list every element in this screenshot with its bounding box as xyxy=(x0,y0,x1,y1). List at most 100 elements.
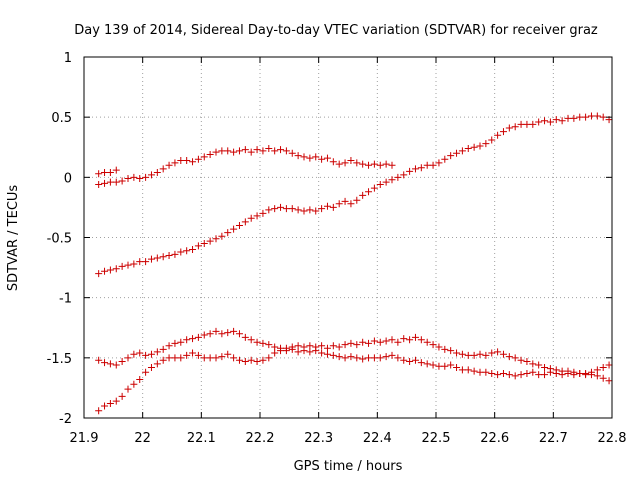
data-point xyxy=(241,333,249,341)
data-point xyxy=(253,146,261,154)
data-point xyxy=(206,330,214,338)
data-point xyxy=(411,333,419,341)
data-point xyxy=(323,154,331,162)
data-point xyxy=(599,113,607,121)
data-point xyxy=(130,350,138,358)
data-point xyxy=(212,235,220,243)
data-point xyxy=(306,154,314,162)
data-point xyxy=(323,202,331,210)
x-tick-label: 22.7 xyxy=(539,431,568,446)
data-point xyxy=(517,371,525,379)
data-point xyxy=(441,155,449,163)
data-point xyxy=(347,353,355,361)
data-point xyxy=(95,270,103,278)
data-point xyxy=(300,153,308,161)
data-point xyxy=(235,356,243,364)
data-point xyxy=(335,200,343,208)
data-point xyxy=(142,368,150,376)
x-axis-label: GPS time / hours xyxy=(294,459,403,474)
y-tick-labels: -2 -1.5 -1 -0.5 0 0.5 1 xyxy=(47,51,72,427)
y-tick-label: -2 xyxy=(59,412,72,427)
data-point xyxy=(517,356,525,364)
data-point xyxy=(464,144,472,152)
data-point xyxy=(464,351,472,359)
data-point xyxy=(212,354,220,362)
data-point xyxy=(183,351,191,359)
data-point xyxy=(400,335,408,343)
data-point xyxy=(453,149,461,157)
data-point xyxy=(200,331,208,339)
data-point xyxy=(535,118,543,126)
data-point xyxy=(142,173,150,181)
y-tick-label: -1 xyxy=(59,292,72,307)
data-point xyxy=(406,336,414,344)
data-point xyxy=(294,348,302,356)
data-point xyxy=(447,152,455,160)
data-point xyxy=(458,366,466,374)
data-point xyxy=(177,156,185,164)
data-point xyxy=(370,354,378,362)
data-point xyxy=(235,147,243,155)
data-point xyxy=(353,196,361,204)
data-point xyxy=(417,164,425,172)
data-point xyxy=(318,155,326,163)
data-point xyxy=(265,354,273,362)
data-point xyxy=(505,353,513,361)
data-point xyxy=(546,118,554,126)
data-point xyxy=(259,147,267,155)
data-point xyxy=(499,350,507,358)
data-point xyxy=(435,343,443,351)
data-point xyxy=(552,116,560,124)
data-point xyxy=(335,343,343,351)
data-point xyxy=(159,345,167,353)
data-point xyxy=(564,367,572,375)
data-point xyxy=(224,329,232,337)
data-point xyxy=(118,262,126,270)
x-tick-label: 22.3 xyxy=(304,431,333,446)
data-point xyxy=(329,203,337,211)
chart-title: Day 139 of 2014, Sidereal Day-to-day VTE… xyxy=(74,23,598,38)
data-point xyxy=(382,178,390,186)
data-point xyxy=(411,165,419,173)
data-point xyxy=(411,356,419,364)
data-point xyxy=(235,330,243,338)
data-point xyxy=(546,365,554,373)
data-point xyxy=(458,147,466,155)
data-point xyxy=(365,161,373,169)
data-point xyxy=(593,366,601,374)
data-point xyxy=(241,218,249,226)
data-point xyxy=(165,342,173,350)
data-point xyxy=(341,341,349,349)
data-point xyxy=(394,338,402,346)
data-point xyxy=(106,169,114,177)
data-point xyxy=(458,350,466,358)
data-point xyxy=(124,261,132,269)
data-point xyxy=(124,385,132,393)
data-point xyxy=(206,150,214,158)
data-point xyxy=(417,336,425,344)
data-point xyxy=(271,147,279,155)
data-point xyxy=(171,354,179,362)
data-point xyxy=(277,203,285,211)
data-point xyxy=(582,369,590,377)
data-point xyxy=(183,336,191,344)
data-point xyxy=(347,200,355,208)
data-point xyxy=(499,128,507,136)
data-point xyxy=(95,170,103,178)
data-point xyxy=(376,181,384,189)
data-point xyxy=(159,253,167,261)
data-point xyxy=(494,371,502,379)
data-point xyxy=(288,149,296,157)
data-point xyxy=(564,114,572,122)
data-point xyxy=(605,377,613,385)
data-point xyxy=(329,342,337,350)
series-2 xyxy=(95,112,613,278)
data-point xyxy=(541,371,549,379)
data-point xyxy=(388,176,396,184)
data-point xyxy=(265,341,273,349)
data-point xyxy=(142,351,150,359)
data-point xyxy=(318,342,326,350)
data-point xyxy=(482,351,490,359)
data-point xyxy=(511,354,519,362)
data-point xyxy=(347,339,355,347)
